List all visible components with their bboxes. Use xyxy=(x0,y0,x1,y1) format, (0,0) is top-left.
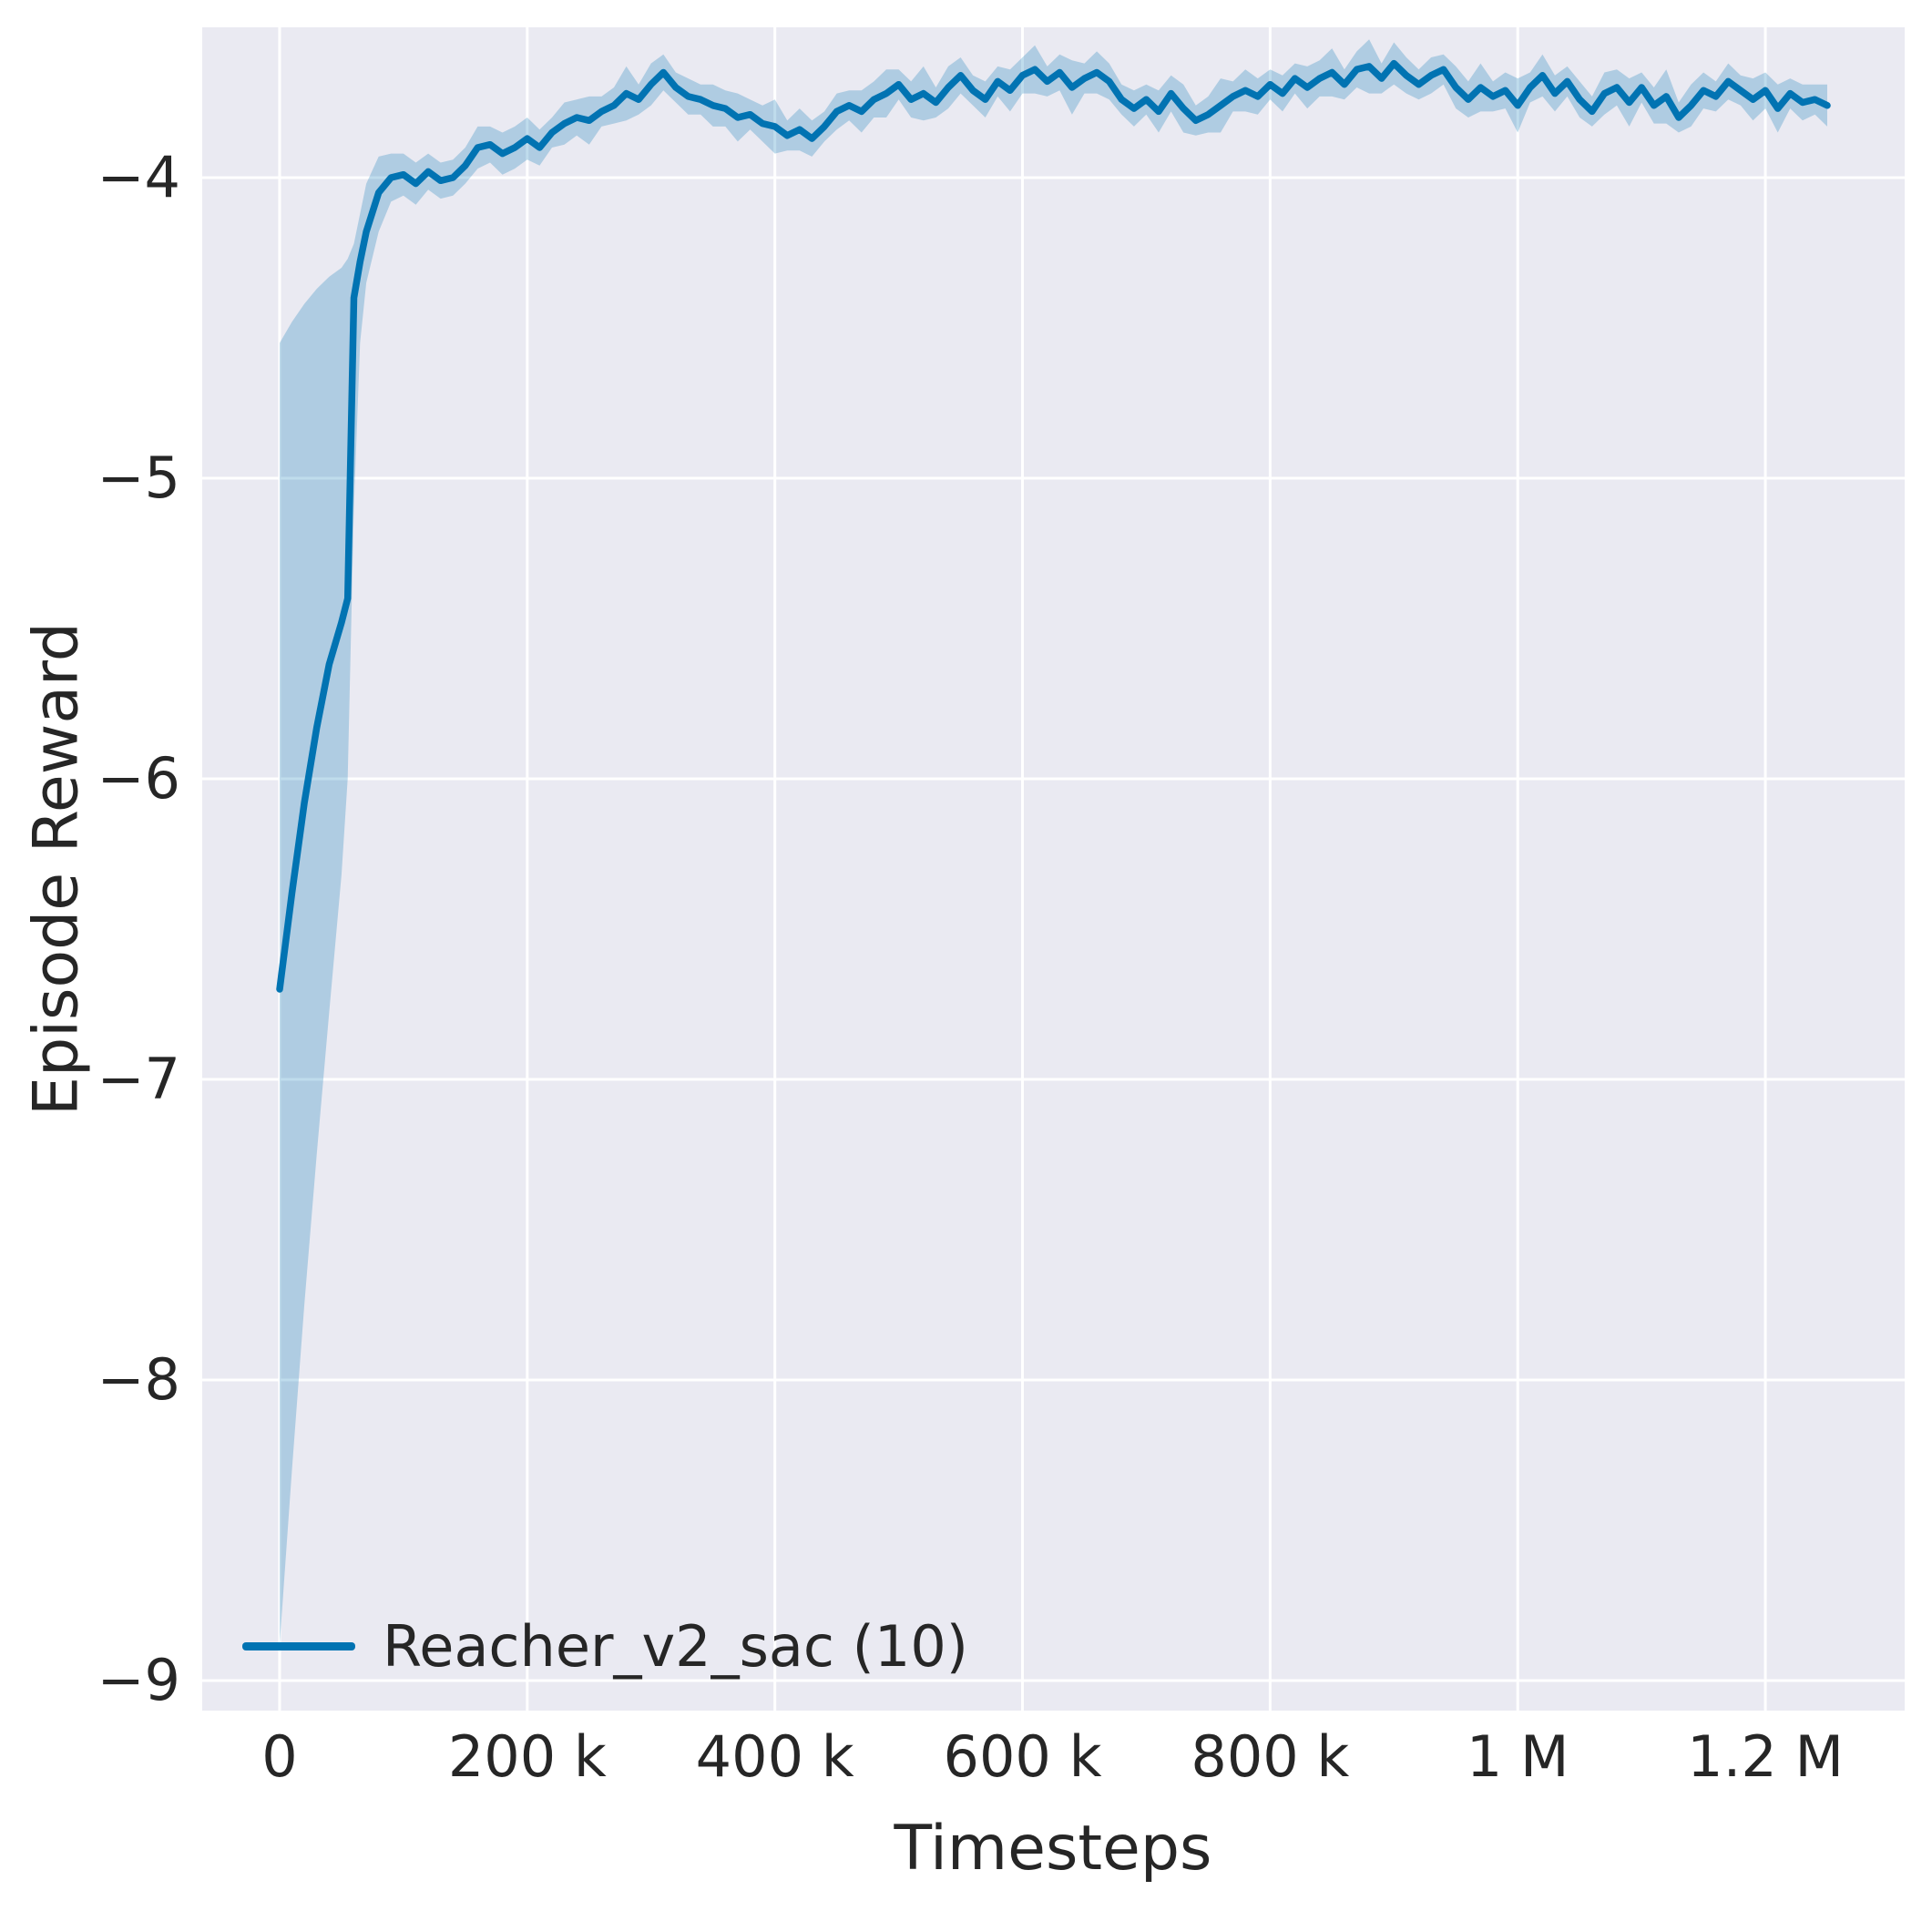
x-axis-label: Timesteps xyxy=(894,1813,1212,1885)
y-tick-label: −4 xyxy=(97,144,180,210)
x-tick-label: 600 k xyxy=(943,1723,1102,1790)
y-tick-label: −6 xyxy=(97,745,180,812)
x-tick-label: 400 k xyxy=(695,1723,854,1790)
legend: Reacher_v2_sac (10) xyxy=(242,1607,968,1685)
y-tick-label: −7 xyxy=(97,1046,180,1112)
y-tick-label: −8 xyxy=(97,1346,180,1413)
plot-area xyxy=(202,27,1905,1711)
mean-line xyxy=(276,59,1831,993)
x-tick-label: 1.2 M xyxy=(1687,1723,1844,1790)
x-tick-label: 1 M xyxy=(1466,1723,1569,1790)
x-tick-label: 800 k xyxy=(1191,1723,1350,1790)
x-tick-label: 0 xyxy=(261,1723,298,1790)
x-tick-label: 200 k xyxy=(447,1723,607,1790)
legend-label: Reacher_v2_sac (10) xyxy=(383,1612,968,1680)
y-tick-label: −5 xyxy=(97,445,180,511)
y-axis-label: Episode Reward xyxy=(20,622,93,1116)
legend-line-sample xyxy=(242,1641,355,1650)
y-tick-label: −9 xyxy=(97,1647,180,1713)
